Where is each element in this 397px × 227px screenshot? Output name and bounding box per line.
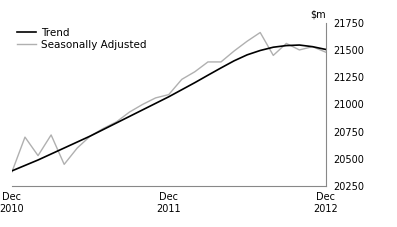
- Seasonally Adjusted: [23, 136, 27, 138]
- Line: Seasonally Adjusted: Seasonally Adjusted: [12, 32, 326, 172]
- Trend: [232, 59, 237, 62]
- Seasonally Adjusted: [153, 96, 158, 99]
- Seasonally Adjusted: [219, 61, 224, 63]
- Seasonally Adjusted: [271, 54, 276, 57]
- Seasonally Adjusted: [193, 70, 197, 73]
- Seasonally Adjusted: [114, 121, 119, 123]
- Trend: [88, 135, 93, 137]
- Trend: [297, 44, 302, 46]
- Seasonally Adjusted: [179, 78, 184, 81]
- Trend: [75, 141, 80, 143]
- Trend: [219, 67, 224, 69]
- Trend: [271, 46, 276, 49]
- Trend: [140, 109, 145, 111]
- Trend: [310, 45, 315, 48]
- Trend: [10, 170, 14, 172]
- Seasonally Adjusted: [36, 154, 40, 157]
- Trend: [323, 48, 328, 51]
- Trend: [49, 153, 54, 155]
- Text: $m: $m: [310, 10, 326, 20]
- Seasonally Adjusted: [140, 103, 145, 106]
- Seasonally Adjusted: [10, 171, 14, 173]
- Trend: [284, 44, 289, 47]
- Line: Trend: Trend: [12, 45, 326, 171]
- Trend: [36, 159, 40, 161]
- Seasonally Adjusted: [127, 111, 132, 114]
- Seasonally Adjusted: [166, 93, 171, 96]
- Trend: [101, 128, 106, 131]
- Seasonally Adjusted: [284, 42, 289, 45]
- Trend: [153, 102, 158, 105]
- Trend: [193, 81, 197, 84]
- Seasonally Adjusted: [49, 133, 54, 136]
- Legend: Trend, Seasonally Adjusted: Trend, Seasonally Adjusted: [17, 28, 146, 50]
- Seasonally Adjusted: [88, 135, 93, 137]
- Trend: [127, 115, 132, 118]
- Trend: [258, 49, 262, 52]
- Seasonally Adjusted: [297, 49, 302, 51]
- Trend: [245, 54, 249, 56]
- Seasonally Adjusted: [323, 51, 328, 54]
- Seasonally Adjusted: [75, 147, 80, 149]
- Seasonally Adjusted: [206, 61, 210, 63]
- Trend: [166, 95, 171, 98]
- Trend: [23, 164, 27, 167]
- Seasonally Adjusted: [310, 45, 315, 48]
- Seasonally Adjusted: [232, 50, 237, 52]
- Trend: [206, 74, 210, 76]
- Trend: [114, 122, 119, 124]
- Trend: [179, 88, 184, 91]
- Seasonally Adjusted: [258, 31, 262, 34]
- Seasonally Adjusted: [245, 40, 249, 43]
- Trend: [62, 147, 67, 149]
- Seasonally Adjusted: [101, 127, 106, 130]
- Seasonally Adjusted: [62, 163, 67, 166]
